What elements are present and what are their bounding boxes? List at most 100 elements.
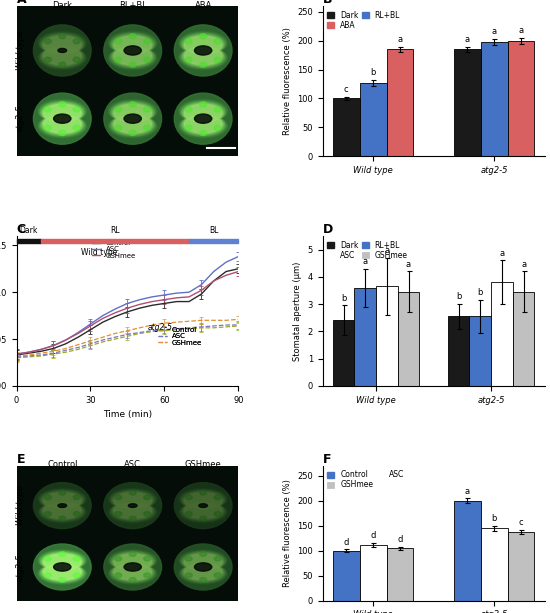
Ellipse shape: [111, 102, 155, 123]
Text: b: b: [370, 68, 376, 77]
Y-axis label: Relative fluorescence (%): Relative fluorescence (%): [283, 479, 292, 587]
Ellipse shape: [200, 131, 207, 135]
Text: ASC: ASC: [124, 460, 141, 469]
Ellipse shape: [144, 107, 151, 112]
Ellipse shape: [104, 25, 162, 76]
Text: F: F: [323, 453, 331, 466]
Text: c: c: [519, 518, 523, 527]
Ellipse shape: [114, 104, 151, 122]
Ellipse shape: [108, 47, 157, 70]
Ellipse shape: [173, 24, 233, 77]
Text: a: a: [398, 35, 403, 44]
Ellipse shape: [182, 563, 225, 582]
Ellipse shape: [184, 36, 222, 54]
Ellipse shape: [38, 502, 87, 523]
Text: E: E: [16, 453, 25, 466]
Ellipse shape: [174, 25, 232, 76]
Ellipse shape: [32, 92, 92, 145]
Bar: [189, 238, 238, 243]
Ellipse shape: [200, 102, 207, 107]
Ellipse shape: [183, 502, 223, 520]
Bar: [454, 501, 481, 601]
Legend: Control, ASC, GSHmee: Control, ASC, GSHmee: [157, 326, 203, 346]
Text: b: b: [477, 288, 483, 297]
Bar: [333, 321, 354, 386]
Ellipse shape: [214, 557, 221, 561]
Bar: [491, 283, 513, 386]
Ellipse shape: [43, 104, 81, 122]
Ellipse shape: [115, 557, 122, 561]
Bar: [360, 545, 387, 601]
Ellipse shape: [179, 563, 228, 584]
Ellipse shape: [43, 493, 81, 509]
Bar: [16, 238, 41, 243]
Ellipse shape: [115, 39, 122, 44]
Ellipse shape: [180, 563, 226, 583]
Ellipse shape: [185, 125, 192, 131]
Bar: [29, 86, 96, 151]
Ellipse shape: [109, 551, 156, 570]
Ellipse shape: [41, 552, 84, 570]
Ellipse shape: [185, 512, 192, 516]
Ellipse shape: [102, 92, 163, 145]
Ellipse shape: [59, 102, 66, 107]
Ellipse shape: [113, 115, 153, 134]
Ellipse shape: [113, 553, 153, 570]
Bar: [99, 476, 167, 535]
Ellipse shape: [129, 102, 136, 107]
Ellipse shape: [124, 114, 141, 123]
Ellipse shape: [180, 551, 226, 570]
Ellipse shape: [42, 47, 82, 66]
Legend: Control, GSHmee, ASC: Control, GSHmee, ASC: [327, 470, 405, 490]
Text: a: a: [465, 35, 470, 44]
Ellipse shape: [45, 39, 51, 44]
Ellipse shape: [113, 564, 153, 581]
Ellipse shape: [111, 490, 155, 509]
Ellipse shape: [34, 25, 91, 76]
Ellipse shape: [45, 495, 51, 500]
Ellipse shape: [214, 57, 221, 63]
Ellipse shape: [184, 564, 222, 580]
Ellipse shape: [43, 554, 81, 570]
Ellipse shape: [200, 516, 207, 521]
Text: Wild type: Wild type: [81, 248, 117, 257]
Bar: [508, 40, 535, 156]
Ellipse shape: [179, 550, 228, 571]
Ellipse shape: [144, 125, 151, 131]
Ellipse shape: [185, 495, 192, 500]
Text: a: a: [384, 246, 389, 255]
Ellipse shape: [111, 563, 155, 582]
Ellipse shape: [59, 34, 66, 39]
Ellipse shape: [34, 93, 91, 144]
Ellipse shape: [108, 489, 157, 509]
Ellipse shape: [43, 564, 81, 580]
Ellipse shape: [185, 107, 192, 112]
Ellipse shape: [174, 93, 232, 144]
Ellipse shape: [32, 481, 92, 530]
Text: d: d: [370, 531, 376, 540]
Y-axis label: Relative fluorescence (%): Relative fluorescence (%): [283, 27, 292, 135]
Ellipse shape: [39, 115, 85, 137]
Ellipse shape: [43, 36, 81, 54]
Ellipse shape: [200, 577, 207, 582]
Ellipse shape: [109, 115, 156, 137]
Ellipse shape: [200, 490, 207, 495]
Ellipse shape: [59, 490, 66, 495]
Text: a: a: [499, 249, 504, 257]
Ellipse shape: [114, 564, 151, 580]
Ellipse shape: [184, 493, 222, 509]
Ellipse shape: [73, 495, 80, 500]
Ellipse shape: [179, 489, 228, 509]
Bar: [29, 476, 96, 535]
Ellipse shape: [58, 504, 67, 508]
Ellipse shape: [73, 107, 80, 112]
Ellipse shape: [214, 107, 221, 112]
Text: atg2-5: atg2-5: [15, 554, 25, 581]
Ellipse shape: [45, 57, 51, 63]
Ellipse shape: [43, 47, 81, 65]
Ellipse shape: [124, 46, 141, 55]
Ellipse shape: [42, 502, 82, 520]
Ellipse shape: [108, 99, 157, 123]
Text: RL+BL: RL+BL: [119, 1, 147, 10]
Ellipse shape: [45, 573, 51, 577]
